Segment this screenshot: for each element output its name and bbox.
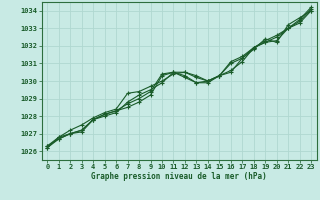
X-axis label: Graphe pression niveau de la mer (hPa): Graphe pression niveau de la mer (hPa) (91, 172, 267, 181)
